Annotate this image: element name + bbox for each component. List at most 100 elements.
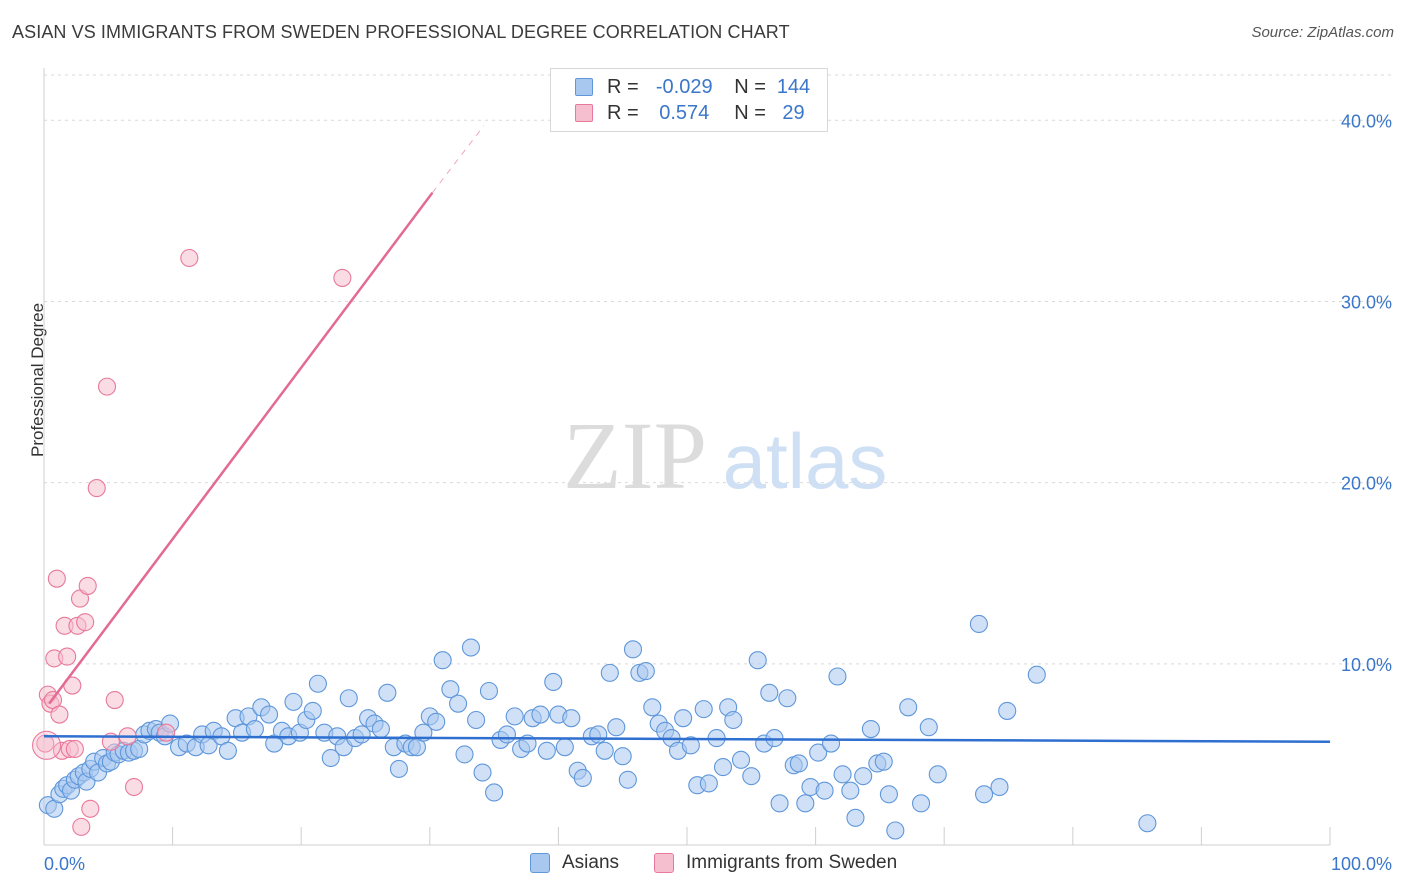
asians-point bbox=[713, 758, 733, 777]
asians-point bbox=[789, 754, 808, 773]
sweden-point bbox=[157, 723, 176, 742]
legend-r-value-asians: -0.029 bbox=[655, 75, 713, 98]
y-tick-label: 30.0% bbox=[1341, 292, 1392, 312]
asians-point bbox=[636, 662, 655, 681]
asians-point bbox=[427, 712, 446, 731]
asians-point bbox=[473, 763, 492, 782]
asians-point bbox=[841, 781, 860, 800]
asians-point bbox=[760, 683, 779, 702]
asians-point bbox=[833, 765, 852, 784]
legend-n-value-asians: 144 bbox=[776, 75, 811, 98]
sweden-point bbox=[58, 647, 77, 666]
asians-point bbox=[681, 736, 700, 755]
asians-point bbox=[998, 701, 1017, 720]
asians-point bbox=[461, 638, 481, 657]
sweden-point bbox=[97, 377, 117, 396]
legend-label-sweden: Immigrants from Sweden bbox=[686, 852, 898, 873]
asians-point bbox=[828, 667, 847, 686]
legend-n-label: N = bbox=[734, 101, 766, 124]
sweden-point bbox=[32, 730, 62, 760]
asians-point bbox=[595, 741, 614, 760]
asians-point bbox=[919, 718, 938, 737]
chart-source: Source: ZipAtlas.com bbox=[1251, 24, 1394, 41]
asians-point bbox=[748, 651, 767, 670]
asians-point bbox=[969, 614, 988, 634]
asians-point bbox=[796, 794, 815, 813]
sweden-trend-extension bbox=[431, 125, 485, 194]
asians-point bbox=[259, 705, 279, 724]
asians-point bbox=[674, 709, 693, 728]
sweden-point bbox=[180, 248, 199, 268]
legend-r-value-sweden: 0.574 bbox=[659, 101, 710, 124]
legend-item-sweden: Immigrants from Sweden bbox=[654, 852, 897, 874]
axes bbox=[43, 68, 1331, 846]
asians-point bbox=[861, 719, 880, 739]
asians-point bbox=[854, 767, 873, 786]
sweden-point bbox=[78, 576, 97, 595]
series-legend: Asians Immigrants from Sweden bbox=[0, 852, 1406, 878]
asians-point bbox=[479, 681, 499, 701]
asians-point bbox=[699, 774, 718, 793]
legend-label-asians: Asians bbox=[562, 852, 620, 873]
asians-point bbox=[765, 729, 784, 748]
y-tick-label: 20.0% bbox=[1341, 474, 1392, 494]
asians-point bbox=[218, 741, 237, 760]
asians-point bbox=[643, 698, 662, 717]
stats-legend: R = -0.029 N = 144 R = 0.574 N = 29 bbox=[550, 68, 828, 132]
legend-swatch-sweden bbox=[575, 104, 593, 122]
y-tick-label: 40.0% bbox=[1341, 111, 1392, 131]
asians-point bbox=[886, 821, 905, 840]
asians-point bbox=[589, 725, 608, 744]
trend-lines bbox=[43, 125, 1331, 743]
asians-point bbox=[613, 747, 632, 766]
asians-point bbox=[544, 672, 563, 691]
asians-point bbox=[928, 765, 947, 784]
asians-point bbox=[618, 770, 637, 789]
sweden-point bbox=[50, 705, 69, 724]
legend-row-asians: R = -0.029 N = 144 bbox=[575, 75, 816, 99]
asians-point bbox=[874, 752, 893, 771]
sweden-point bbox=[124, 777, 144, 797]
asians-point bbox=[284, 692, 303, 711]
asians-point bbox=[497, 725, 517, 744]
asians-point bbox=[505, 707, 524, 726]
legend-n-value-sweden: 29 bbox=[782, 101, 805, 124]
tick-labels: 10.0% 20.0% 30.0% 40.0% 0.0% 100.0% bbox=[44, 111, 1392, 874]
asians-point bbox=[485, 783, 504, 802]
grid-lines bbox=[44, 74, 1392, 665]
asians-point bbox=[724, 710, 743, 730]
legend-r-label: R = bbox=[607, 101, 639, 124]
legend-r-label: R = bbox=[607, 75, 639, 98]
asians-point bbox=[694, 700, 713, 719]
asians-point bbox=[899, 698, 918, 717]
asians-point bbox=[555, 738, 574, 757]
asians-point bbox=[600, 663, 619, 682]
asians-point bbox=[770, 794, 789, 813]
sweden-point bbox=[47, 569, 66, 588]
asians-point bbox=[389, 759, 408, 778]
asians-point bbox=[821, 734, 841, 753]
asians-point bbox=[433, 651, 452, 670]
asians-point bbox=[731, 750, 751, 769]
watermark-zip: ZIP bbox=[563, 402, 707, 509]
y-tick-label: 10.0% bbox=[1341, 655, 1392, 675]
asians-point bbox=[879, 785, 898, 804]
watermark: ZIP atlas bbox=[563, 402, 887, 509]
asians-point bbox=[778, 689, 797, 708]
asians-point bbox=[441, 680, 460, 699]
sweden-point bbox=[333, 268, 352, 287]
sweden-point bbox=[36, 734, 55, 753]
sweden-trend-line bbox=[48, 192, 434, 705]
asians-point bbox=[339, 689, 358, 708]
asians-point bbox=[378, 683, 397, 702]
asians-point bbox=[742, 767, 761, 786]
asians-point bbox=[1027, 665, 1046, 684]
x-tick-label: 100.0% bbox=[1331, 854, 1392, 874]
asians-point bbox=[449, 694, 468, 713]
watermark-atlas: atlas bbox=[723, 417, 888, 505]
asians-point bbox=[467, 710, 486, 730]
asians-point bbox=[321, 748, 340, 768]
asians-point bbox=[537, 741, 556, 760]
asians-point bbox=[303, 701, 322, 720]
